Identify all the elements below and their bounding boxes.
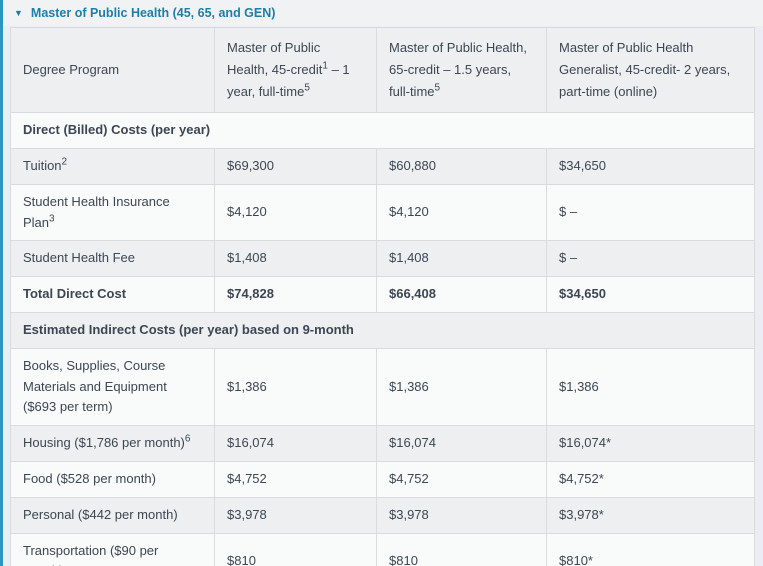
collapse-caret-icon: ▼ [14, 8, 23, 18]
value-cell: $34,650 [546, 276, 755, 314]
cost-table: Degree Program Master of Public Health, 4… [10, 26, 755, 566]
value-cell: $34,650 [546, 148, 755, 185]
table-row: Student Health Insurance Plan3 $4,120 $4,1… [10, 183, 755, 242]
value-cell: $ – [546, 183, 755, 242]
table-row: Housing ($1,786 per month)6 $16,074 $16,07… [10, 425, 755, 463]
value-cell: $1,408 [376, 240, 547, 278]
value-cell: $4,752 [214, 461, 377, 498]
table-row: Books, Supplies, Course Materials and Eq… [10, 347, 755, 427]
footnote-ref: 3 [49, 213, 55, 225]
row-label-cell: Student Health Fee [10, 240, 215, 278]
value-cell: $3,978* [546, 496, 755, 534]
value-cell: $16,074 [376, 425, 547, 463]
value-cell: $69,300 [214, 148, 377, 185]
row-label-cell: Books, Supplies, Course Materials and Eq… [10, 347, 215, 427]
value-cell: $810 [214, 532, 377, 566]
row-label-cell: Student Health Insurance Plan3 [10, 183, 215, 242]
column-header-degree-program: Degree Program [10, 26, 215, 114]
value-cell: $1,386 [546, 347, 755, 427]
value-cell: $1,386 [376, 347, 547, 427]
left-accent-bar [0, 0, 3, 566]
section-header-label: Direct (Billed) Costs (per year) [10, 112, 755, 150]
section-header-row: Direct (Billed) Costs (per year) [10, 112, 755, 150]
table-header-row: Degree Program Master of Public Health, 4… [10, 26, 755, 114]
cost-table-body: Direct (Billed) Costs (per year) Tuition2… [10, 112, 755, 566]
table-row: Tuition2 $69,300 $60,880 $34,650 [10, 148, 755, 185]
section-header-label: Estimated Indirect Costs (per year) base… [10, 312, 755, 349]
row-label-cell: Tuition2 [10, 148, 215, 185]
value-cell: $74,828 [214, 276, 377, 314]
footnote-ref: 5 [304, 82, 310, 94]
table-row: Personal ($442 per month) $3,978 $3,978 $3,… [10, 496, 755, 534]
value-cell: $1,386 [214, 347, 377, 427]
value-cell: $810* [546, 532, 755, 566]
value-cell: $1,408 [214, 240, 377, 278]
column-header-mph-65-credit: Master of Public Health, 65-credit – 1.5… [376, 26, 547, 114]
table-row: Food ($528 per month) $4,752 $4,752 $4,752* [10, 461, 755, 498]
row-label-cell: Total Direct Cost [10, 276, 215, 314]
column-header-mph-45-credit: Master of Public Health, 45-credit1 – 1 … [214, 26, 377, 114]
value-cell: $3,978 [376, 496, 547, 534]
column-header-mph-generalist: Master of Public Health Generalist, 45-c… [546, 26, 755, 114]
total-row: Total Direct Cost $74,828 $66,408 $34,650 [10, 276, 755, 314]
table-row: Transportation ($90 per month)$810$810$8… [10, 532, 755, 566]
value-cell: $16,074* [546, 425, 755, 463]
section-header-row: Estimated Indirect Costs (per year) base… [10, 312, 755, 349]
value-cell: $60,880 [376, 148, 547, 185]
row-label-cell: Personal ($442 per month) [10, 496, 215, 534]
row-label-cell: Housing ($1,786 per month)6 [10, 425, 215, 463]
value-cell: $ – [546, 240, 755, 278]
accordion-header[interactable]: ▼ Master of Public Health (45, 65, and G… [0, 0, 763, 26]
row-label-cell: Food ($528 per month) [10, 461, 215, 498]
footnote-ref: 5 [434, 82, 441, 94]
value-cell: $4,120 [376, 183, 547, 242]
footnote-ref: 1 [322, 60, 328, 72]
footnote-ref: 2 [61, 156, 68, 168]
footnote-ref: 6 [184, 433, 191, 445]
accordion-title: Master of Public Health (45, 65, and GEN… [30, 6, 276, 20]
value-cell: $810 [376, 532, 547, 566]
cost-table-head: Degree Program Master of Public Health, 4… [10, 26, 755, 114]
value-cell: $66,408 [376, 276, 547, 314]
value-cell: $4,120 [214, 183, 377, 242]
value-cell: $4,752 [376, 461, 547, 498]
table-row: Student Health Fee $1,408 $1,408 $ – [10, 240, 755, 278]
value-cell: $16,074 [214, 425, 377, 463]
value-cell: $4,752* [546, 461, 755, 498]
value-cell: $3,978 [214, 496, 377, 534]
row-label-cell: Transportation ($90 per month) [10, 532, 215, 566]
